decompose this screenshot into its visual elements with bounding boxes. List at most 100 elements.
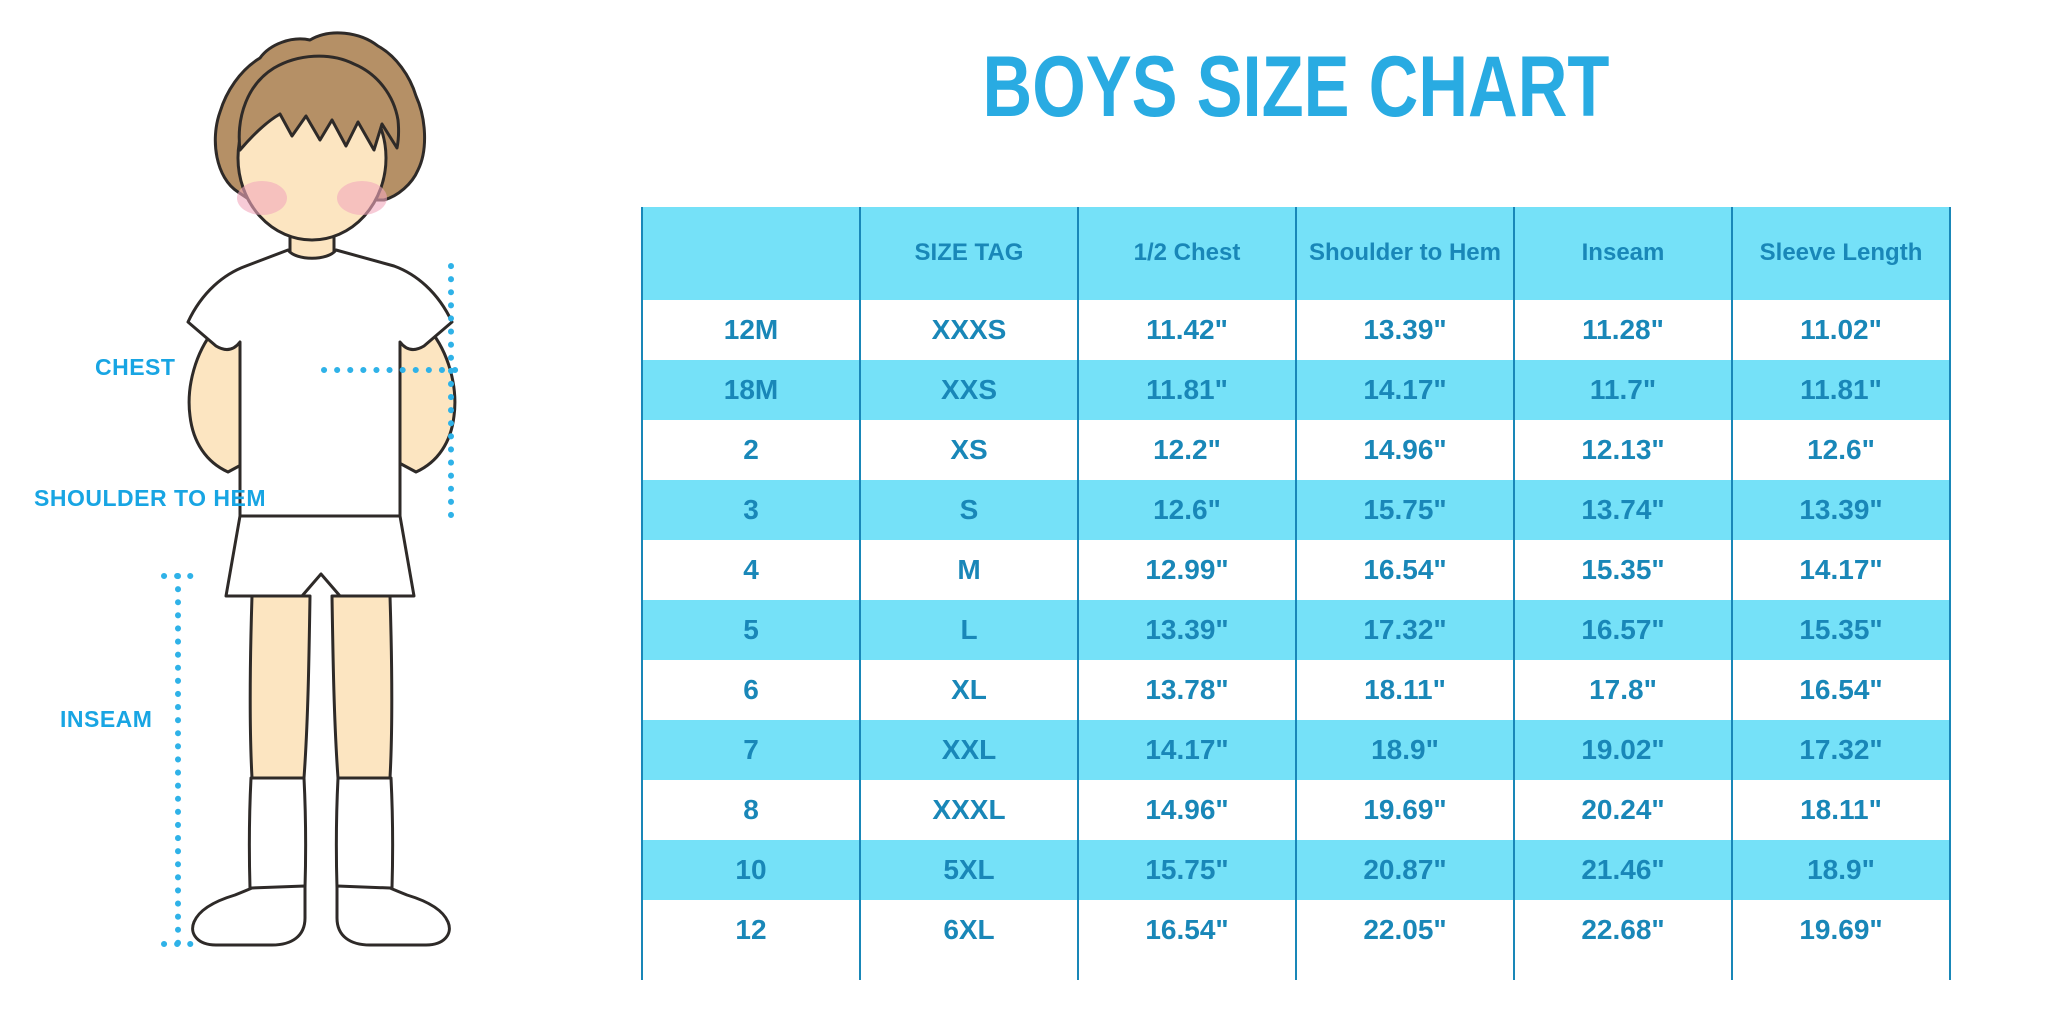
header-cell-size-tag: SIZE TAG xyxy=(859,207,1079,300)
arm-right xyxy=(388,328,457,474)
table-cell: 19.69" xyxy=(1731,900,1951,960)
table-cell: 14.96" xyxy=(1295,420,1515,480)
table-cell: 11.42" xyxy=(1077,300,1297,360)
table-cell: 18.9" xyxy=(1295,720,1515,780)
table-cell: 15.35" xyxy=(1731,600,1951,660)
table-cell: 13.39" xyxy=(1295,300,1515,360)
table-cell: 6 xyxy=(641,660,861,720)
header-cell-shoulder-to-hem: Shoulder to Hem xyxy=(1295,207,1515,300)
table-cell: 17.8" xyxy=(1513,660,1733,720)
table-cell: 14.17" xyxy=(1731,540,1951,600)
table-cell: 11.28" xyxy=(1513,300,1733,360)
spacer-cell xyxy=(1731,960,1951,980)
header-row: SIZE TAG 1/2 Chest Shoulder to Hem Insea… xyxy=(641,207,1951,300)
table-cell: 13.78" xyxy=(1077,660,1297,720)
table-cell: 19.02" xyxy=(1513,720,1733,780)
blush-left xyxy=(237,181,287,215)
table-row: 2 XS 12.2" 14.96" 12.13" 12.6" xyxy=(641,420,1951,480)
table-cell: 5 xyxy=(641,600,861,660)
table-row: 3 S 12.6" 15.75" 13.74" 13.39" xyxy=(641,480,1951,540)
table-cell: M xyxy=(859,540,1079,600)
table-row: 12M XXXS 11.42" 13.39" 11.28" 11.02" xyxy=(641,300,1951,360)
table-cell: 10 xyxy=(641,840,861,900)
table-cell: 13.39" xyxy=(1077,600,1297,660)
table-row: 18M XXS 11.81" 14.17" 11.7" 11.81" xyxy=(641,360,1951,420)
table-cell: 6XL xyxy=(859,900,1079,960)
sock-right xyxy=(334,776,395,890)
shoe-right xyxy=(335,884,451,947)
spacer-cell xyxy=(859,960,1079,980)
chest-label: CHEST xyxy=(95,354,176,380)
boy-illustration xyxy=(161,31,465,947)
table-rule-extension xyxy=(641,960,1951,980)
table-cell: 12.6" xyxy=(1731,420,1951,480)
table-cell: XL xyxy=(859,660,1079,720)
table-cell: 15.35" xyxy=(1513,540,1733,600)
table-cell: XS xyxy=(859,420,1079,480)
measurement-figure: CHEST SHOULDER TO HEM INSEAM xyxy=(0,0,520,1024)
table-cell: 18.11" xyxy=(1731,780,1951,840)
table-cell: XXXL xyxy=(859,780,1079,840)
table-row: 7 XXL 14.17" 18.9" 19.02" 17.32" xyxy=(641,720,1951,780)
table-cell: 14.17" xyxy=(1295,360,1515,420)
table-row: 6 XL 13.78" 18.11" 17.8" 16.54" xyxy=(641,660,1951,720)
table-cell: 16.54" xyxy=(1731,660,1951,720)
table-cell: 3 xyxy=(641,480,861,540)
table-cell: 12.99" xyxy=(1077,540,1297,600)
table-cell: 11.81" xyxy=(1731,360,1951,420)
table-cell: 16.57" xyxy=(1513,600,1733,660)
size-table-body: 12M XXXS 11.42" 13.39" 11.28" 11.02" 18M XXS 11.… xyxy=(641,300,1951,980)
table-cell: 16.54" xyxy=(1295,540,1515,600)
size-table: SIZE TAG 1/2 Chest Shoulder to Hem Insea… xyxy=(641,207,1951,980)
table-cell: 12.13" xyxy=(1513,420,1733,480)
table-cell: 16.54" xyxy=(1077,900,1297,960)
table-cell: 11.02" xyxy=(1731,300,1951,360)
spacer-cell xyxy=(1077,960,1297,980)
table-row: 5 L 13.39" 17.32" 16.57" 15.35" xyxy=(641,600,1951,660)
table-cell: 18.11" xyxy=(1295,660,1515,720)
shorts xyxy=(224,514,416,598)
table-row: 12 6XL 16.54" 22.05" 22.68" 19.69" xyxy=(641,900,1951,960)
header-cell-inseam: Inseam xyxy=(1513,207,1733,300)
table-cell: 13.39" xyxy=(1731,480,1951,540)
table-cell: 8 xyxy=(641,780,861,840)
size-table-header: SIZE TAG 1/2 Chest Shoulder to Hem Insea… xyxy=(641,207,1951,300)
table-cell: 11.81" xyxy=(1077,360,1297,420)
table-row: 8 XXXL 14.96" 19.69" 20.24" 18.11" xyxy=(641,780,1951,840)
sock-left xyxy=(247,776,308,890)
table-cell: 14.17" xyxy=(1077,720,1297,780)
table-row: 4 M 12.99" 16.54" 15.35" 14.17" xyxy=(641,540,1951,600)
table-cell: 17.32" xyxy=(1295,600,1515,660)
table-cell: 4 xyxy=(641,540,861,600)
table-cell: 2 xyxy=(641,420,861,480)
table-cell: XXS xyxy=(859,360,1079,420)
table-cell: XXL xyxy=(859,720,1079,780)
table-cell: 15.75" xyxy=(1077,840,1297,900)
table-cell: S xyxy=(859,480,1079,540)
table-cell: 20.24" xyxy=(1513,780,1733,840)
header-cell-sleeve-length: Sleeve Length xyxy=(1731,207,1951,300)
table-cell: 13.74" xyxy=(1513,480,1733,540)
table-cell: 7 xyxy=(641,720,861,780)
table-cell: 5XL xyxy=(859,840,1079,900)
table-cell: 14.96" xyxy=(1077,780,1297,840)
table-cell: 22.05" xyxy=(1295,900,1515,960)
table-cell: 18M xyxy=(641,360,861,420)
header-cell-half-chest: 1/2 Chest xyxy=(1077,207,1297,300)
table-cell: 12M xyxy=(641,300,861,360)
table-cell: 12 xyxy=(641,900,861,960)
table-cell: 19.69" xyxy=(1295,780,1515,840)
table-cell: 21.46" xyxy=(1513,840,1733,900)
leg-left xyxy=(248,594,312,780)
shoe-left xyxy=(191,884,307,947)
page-title: BOYS SIZE CHART xyxy=(982,39,1610,135)
leg-right xyxy=(330,594,394,780)
spacer-cell xyxy=(1513,960,1733,980)
table-cell: 18.9" xyxy=(1731,840,1951,900)
table-cell: 12.2" xyxy=(1077,420,1297,480)
table-cell: 17.32" xyxy=(1731,720,1951,780)
table-cell: 12.6" xyxy=(1077,480,1297,540)
t-shirt xyxy=(186,248,454,518)
hair-fringe xyxy=(237,54,401,152)
